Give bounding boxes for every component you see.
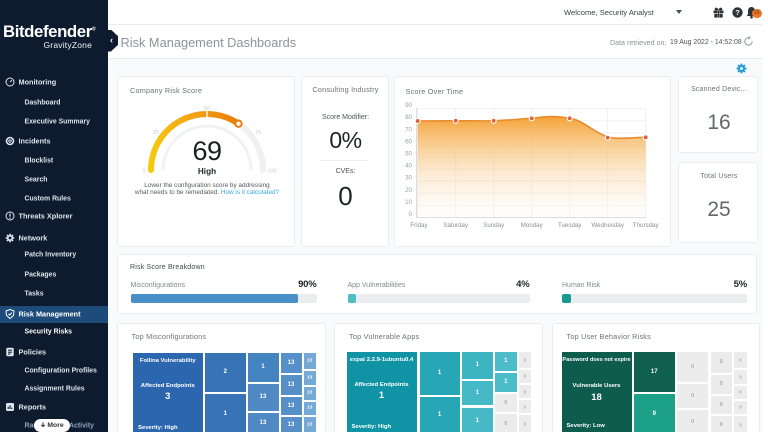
svg-text:?: ? bbox=[735, 8, 740, 17]
svg-text:Friday: Friday bbox=[410, 222, 428, 229]
svg-text:Thursday: Thursday bbox=[633, 222, 660, 229]
svg-text:60: 60 bbox=[405, 138, 412, 145]
svg-text:25: 25 bbox=[153, 130, 159, 136]
svg-text:70: 70 bbox=[405, 126, 412, 133]
svg-text:10: 10 bbox=[405, 199, 412, 206]
svg-text:Monday: Monday bbox=[521, 222, 544, 229]
svg-text:0: 0 bbox=[409, 211, 413, 218]
svg-text:30: 30 bbox=[405, 175, 412, 182]
svg-text:40: 40 bbox=[405, 163, 412, 170]
svg-text:Sunday: Sunday bbox=[483, 222, 505, 229]
svg-text:50: 50 bbox=[405, 151, 412, 158]
svg-text:20: 20 bbox=[405, 187, 412, 194]
svg-text:Saturday: Saturday bbox=[443, 222, 469, 229]
svg-text:100: 100 bbox=[267, 169, 276, 175]
svg-text:0: 0 bbox=[142, 169, 145, 175]
svg-text:90: 90 bbox=[405, 102, 412, 109]
svg-text:Wednesday: Wednesday bbox=[591, 222, 624, 229]
svg-text:80: 80 bbox=[405, 114, 412, 121]
svg-text:50: 50 bbox=[204, 106, 210, 112]
svg-text:75: 75 bbox=[255, 130, 261, 136]
svg-text:Tuesday: Tuesday bbox=[558, 222, 582, 229]
